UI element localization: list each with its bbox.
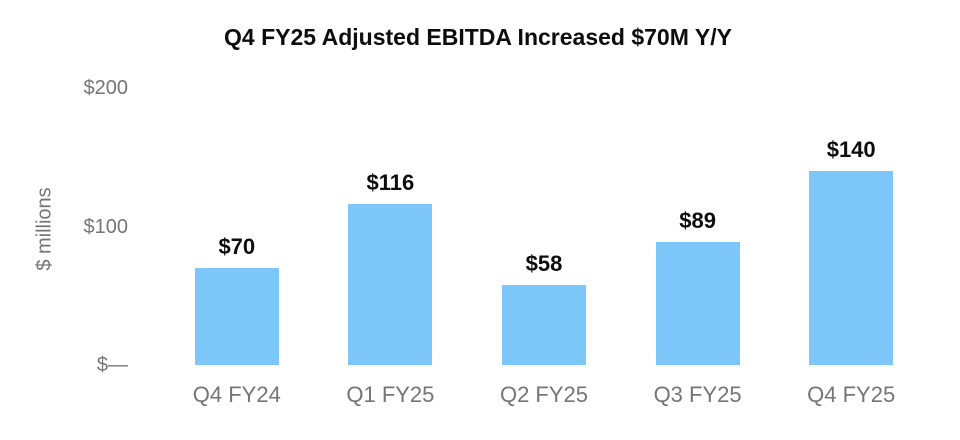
bar bbox=[348, 204, 433, 365]
bar bbox=[502, 284, 586, 365]
y-tick-label: $100 bbox=[83, 215, 129, 238]
bar-value-label: $70 bbox=[218, 234, 256, 260]
x-axis-label: Q1 FY25 bbox=[346, 382, 435, 407]
bar-value-label: $89 bbox=[679, 207, 716, 233]
chart-title: Q4 FY25 Adjusted EBITDA Increased $70M Y… bbox=[224, 24, 732, 50]
bar-value-label: $116 bbox=[366, 170, 415, 196]
bar bbox=[809, 171, 894, 365]
bar bbox=[655, 241, 740, 365]
y-tick-label: $— bbox=[96, 354, 128, 376]
x-axis-label: Q4 FY25 bbox=[807, 382, 896, 407]
y-tick-label: $200 bbox=[83, 77, 129, 99]
x-axis-label: Q2 FY25 bbox=[499, 382, 589, 407]
x-axis-label: Q3 FY25 bbox=[653, 382, 742, 407]
bar-value-label: $140 bbox=[826, 137, 876, 163]
x-axis-label: Q4 FY24 bbox=[192, 382, 281, 407]
bar-value-label: $58 bbox=[525, 250, 563, 276]
bar bbox=[194, 268, 279, 365]
